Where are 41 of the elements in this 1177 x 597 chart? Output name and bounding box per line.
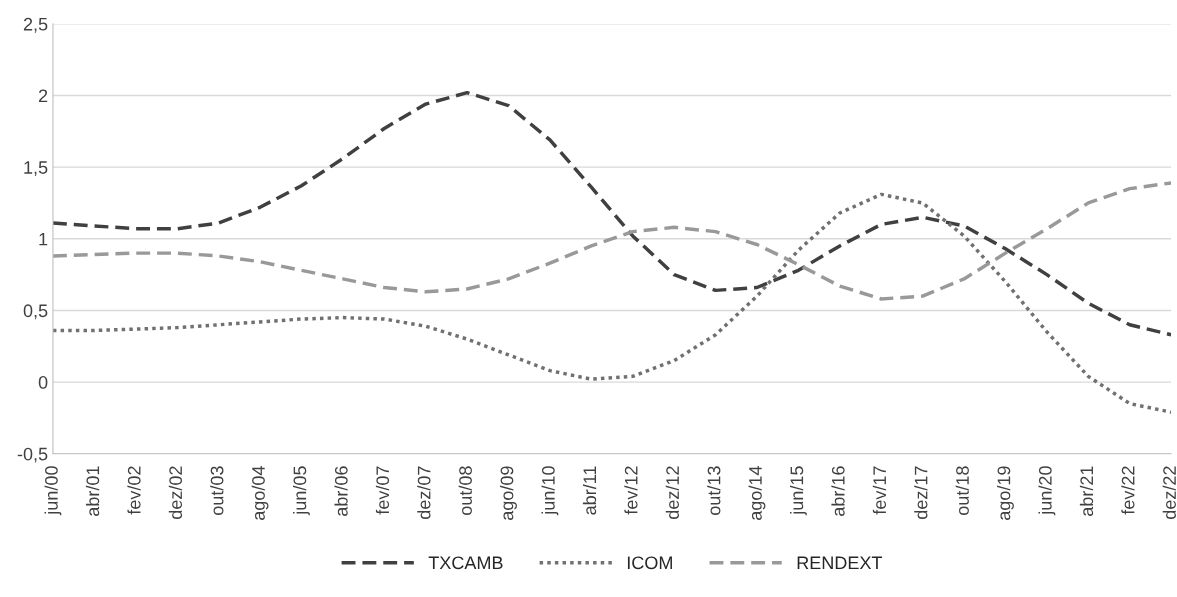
x-tick-label: abr/21: [1079, 466, 1094, 516]
x-tick-label: fev/02: [127, 466, 141, 515]
x-tick-label: out/18: [955, 466, 969, 515]
x-tick-label: dez/17: [914, 466, 928, 519]
x-tick-label: out/13: [707, 466, 721, 515]
x-tick-label: ago/09: [500, 466, 517, 520]
x-tick-label: abr/01: [85, 466, 100, 516]
x-tick-label: abr/11: [582, 466, 597, 515]
x-tick-label: out/08: [458, 466, 472, 515]
line-series: [52, 181, 1172, 301]
line-series: [52, 90, 1172, 337]
x-tick-label: abr/16: [831, 466, 845, 516]
x-tick-label: jun/20: [1038, 466, 1056, 516]
x-tick-label: fev/07: [375, 466, 390, 515]
x-tick-label: dez/22: [1162, 466, 1176, 519]
x-tick-label: jun/15: [789, 466, 807, 516]
x-tick-label: out/03: [210, 466, 224, 515]
y-tick-label: -0,5: [17, 447, 48, 463]
x-tick-label: fev/12: [624, 466, 638, 515]
x-tick-label: fev/17: [872, 466, 887, 515]
y-tick-label: 2,5: [23, 17, 48, 33]
x-tick-label: jun/00: [44, 466, 62, 516]
x-tick-label: dez/02: [168, 466, 183, 519]
x-tick-label: jun/10: [541, 466, 559, 516]
x-tick-label: fev/22: [1121, 466, 1135, 515]
x-tick-label: dez/12: [665, 466, 680, 519]
x-tick-label: ago/14: [748, 466, 766, 520]
y-tick-label: 1: [39, 232, 48, 246]
x-tick-label: jun/05: [293, 466, 310, 516]
legend-label: ICOM: [627, 556, 672, 570]
y-tick-label: 2: [38, 89, 48, 103]
line-series: [52, 192, 1172, 414]
x-tick-label: dez/07: [417, 466, 431, 519]
y-tick-label: 0,5: [23, 304, 48, 320]
x-tick-label: abr/06: [334, 466, 348, 516]
legend-label: RENDEXT: [797, 556, 883, 570]
x-tick-label: ago/19: [997, 466, 1014, 520]
legend-label: TXCAMB: [428, 556, 503, 570]
y-tick-label: 0: [38, 376, 48, 389]
x-tick-label: ago/04: [251, 466, 269, 520]
y-tick-label: 1,5: [24, 161, 48, 177]
